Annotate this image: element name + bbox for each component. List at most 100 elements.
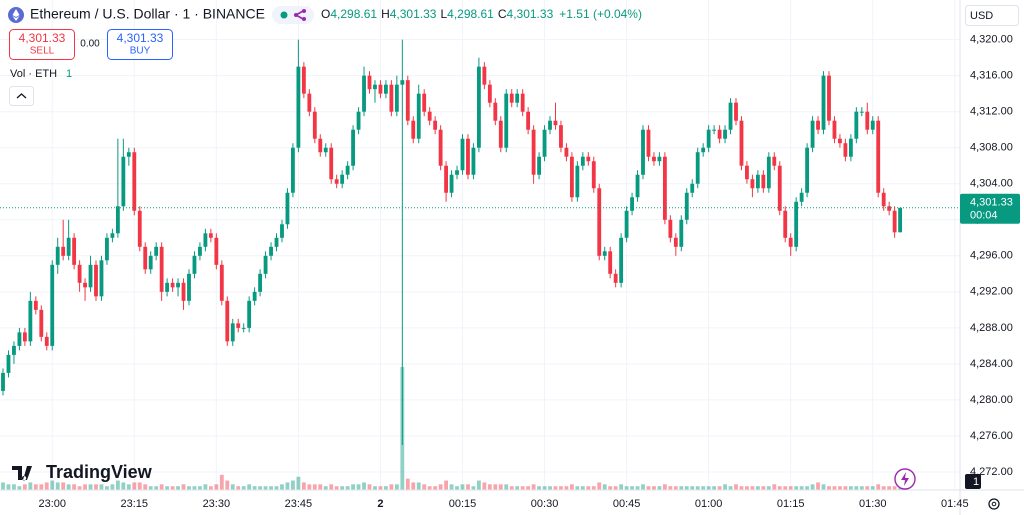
candle-body: [44, 336, 49, 346]
volume-last: 1: [66, 68, 72, 80]
volume-bar: [39, 484, 44, 490]
volume-bar: [662, 484, 667, 490]
candle-body: [728, 102, 733, 130]
volume-bar: [356, 484, 361, 490]
volume-bar: [192, 486, 197, 490]
candle-body: [148, 255, 153, 270]
candle-body: [94, 264, 98, 297]
candle-body: [301, 66, 306, 94]
candle-body: [132, 152, 137, 211]
candle-body: [33, 300, 38, 310]
volume-bar: [630, 486, 634, 490]
x-tick-label: 01:45: [941, 498, 969, 510]
collapse-button[interactable]: [9, 86, 34, 106]
candle-body: [115, 206, 120, 234]
candle-body: [214, 237, 219, 265]
candle-body: [613, 273, 618, 283]
candle-body: [723, 129, 727, 139]
y-tick-label: 4,320.00: [970, 34, 1013, 46]
volume-bar: [679, 486, 684, 490]
candle-body: [351, 129, 356, 166]
settings-icon[interactable]: [988, 498, 1000, 510]
candle-body: [662, 156, 667, 220]
candle-body: [537, 156, 541, 175]
volume-bar: [810, 484, 815, 490]
candle-body: [422, 93, 427, 112]
candle-body: [252, 291, 257, 301]
candle-body: [323, 147, 328, 153]
volume-bar: [159, 484, 164, 490]
candle-body: [673, 237, 678, 247]
candle-body: [482, 66, 487, 85]
candle-body: [438, 129, 443, 166]
candle-body: [318, 138, 323, 153]
candle-body: [657, 156, 662, 162]
volume-bar: [739, 486, 744, 490]
candle-body: [679, 219, 684, 247]
candle-body: [39, 309, 44, 337]
sell-button[interactable]: [9, 29, 75, 60]
volume-bar: [225, 480, 230, 490]
volume-bar: [285, 482, 290, 490]
brand-name: TradingView: [46, 462, 153, 482]
volume-bar: [132, 482, 137, 490]
volume-bar: [471, 486, 476, 490]
candle-body: [373, 84, 377, 90]
candle-body: [411, 120, 416, 139]
candle-body: [821, 75, 826, 130]
candle-body: [750, 179, 755, 189]
buy-price: 4,301.33: [117, 31, 164, 45]
plot-area: [0, 0, 960, 490]
volume-bar: [548, 486, 552, 490]
volume-bar: [198, 486, 202, 490]
buy-button[interactable]: [107, 29, 173, 60]
candle-body: [269, 246, 273, 256]
candle-body: [734, 102, 738, 121]
volume-bar: [44, 482, 49, 490]
volume-bar: [493, 484, 498, 490]
volume-bar: [187, 486, 191, 490]
volume-bar: [646, 486, 651, 490]
l-key: L: [440, 7, 447, 21]
currency-button[interactable]: [965, 5, 1019, 26]
volume-bar: [745, 486, 749, 490]
volume-label: Vol · ETH: [10, 68, 57, 80]
l-value: 4,298.61: [447, 7, 494, 21]
spread: 0.00: [80, 39, 100, 50]
candle-body: [717, 129, 722, 139]
candle-body: [597, 188, 602, 256]
volume-bar: [482, 482, 487, 490]
replay-bolt: [901, 472, 909, 486]
candle-body: [602, 251, 607, 256]
candle-body: [859, 111, 864, 113]
candle-body: [6, 354, 11, 373]
volume-bar: [389, 484, 394, 490]
candle-body: [88, 264, 93, 288]
volume-bar: [340, 486, 345, 490]
volume-bar: [870, 486, 875, 490]
volume-bar: [881, 486, 886, 490]
candle-body: [624, 210, 629, 238]
volume-bar: [706, 486, 711, 490]
x-tick-label: 01:15: [777, 498, 805, 510]
candle-body: [553, 120, 558, 126]
volume-bar: [602, 484, 607, 490]
candle-body: [345, 165, 350, 175]
candle-body: [50, 264, 55, 346]
candle-body: [843, 143, 848, 157]
volume-bar: [318, 484, 323, 490]
y-tick-label: 4,280.00: [970, 394, 1013, 406]
volume-bar: [455, 486, 459, 490]
y-tick-label: 4,296.00: [970, 250, 1013, 262]
candle-body: [739, 120, 744, 166]
candle-body: [307, 93, 312, 112]
candle-body: [816, 120, 820, 130]
volume-bar: [816, 482, 820, 490]
buy-label: BUY: [130, 46, 151, 57]
c-key: C: [498, 7, 507, 21]
volume-bar: [427, 486, 432, 490]
candle-body: [531, 129, 536, 175]
candle-body: [181, 282, 186, 301]
volume-bar: [761, 486, 766, 490]
volume-bar: [717, 486, 722, 490]
